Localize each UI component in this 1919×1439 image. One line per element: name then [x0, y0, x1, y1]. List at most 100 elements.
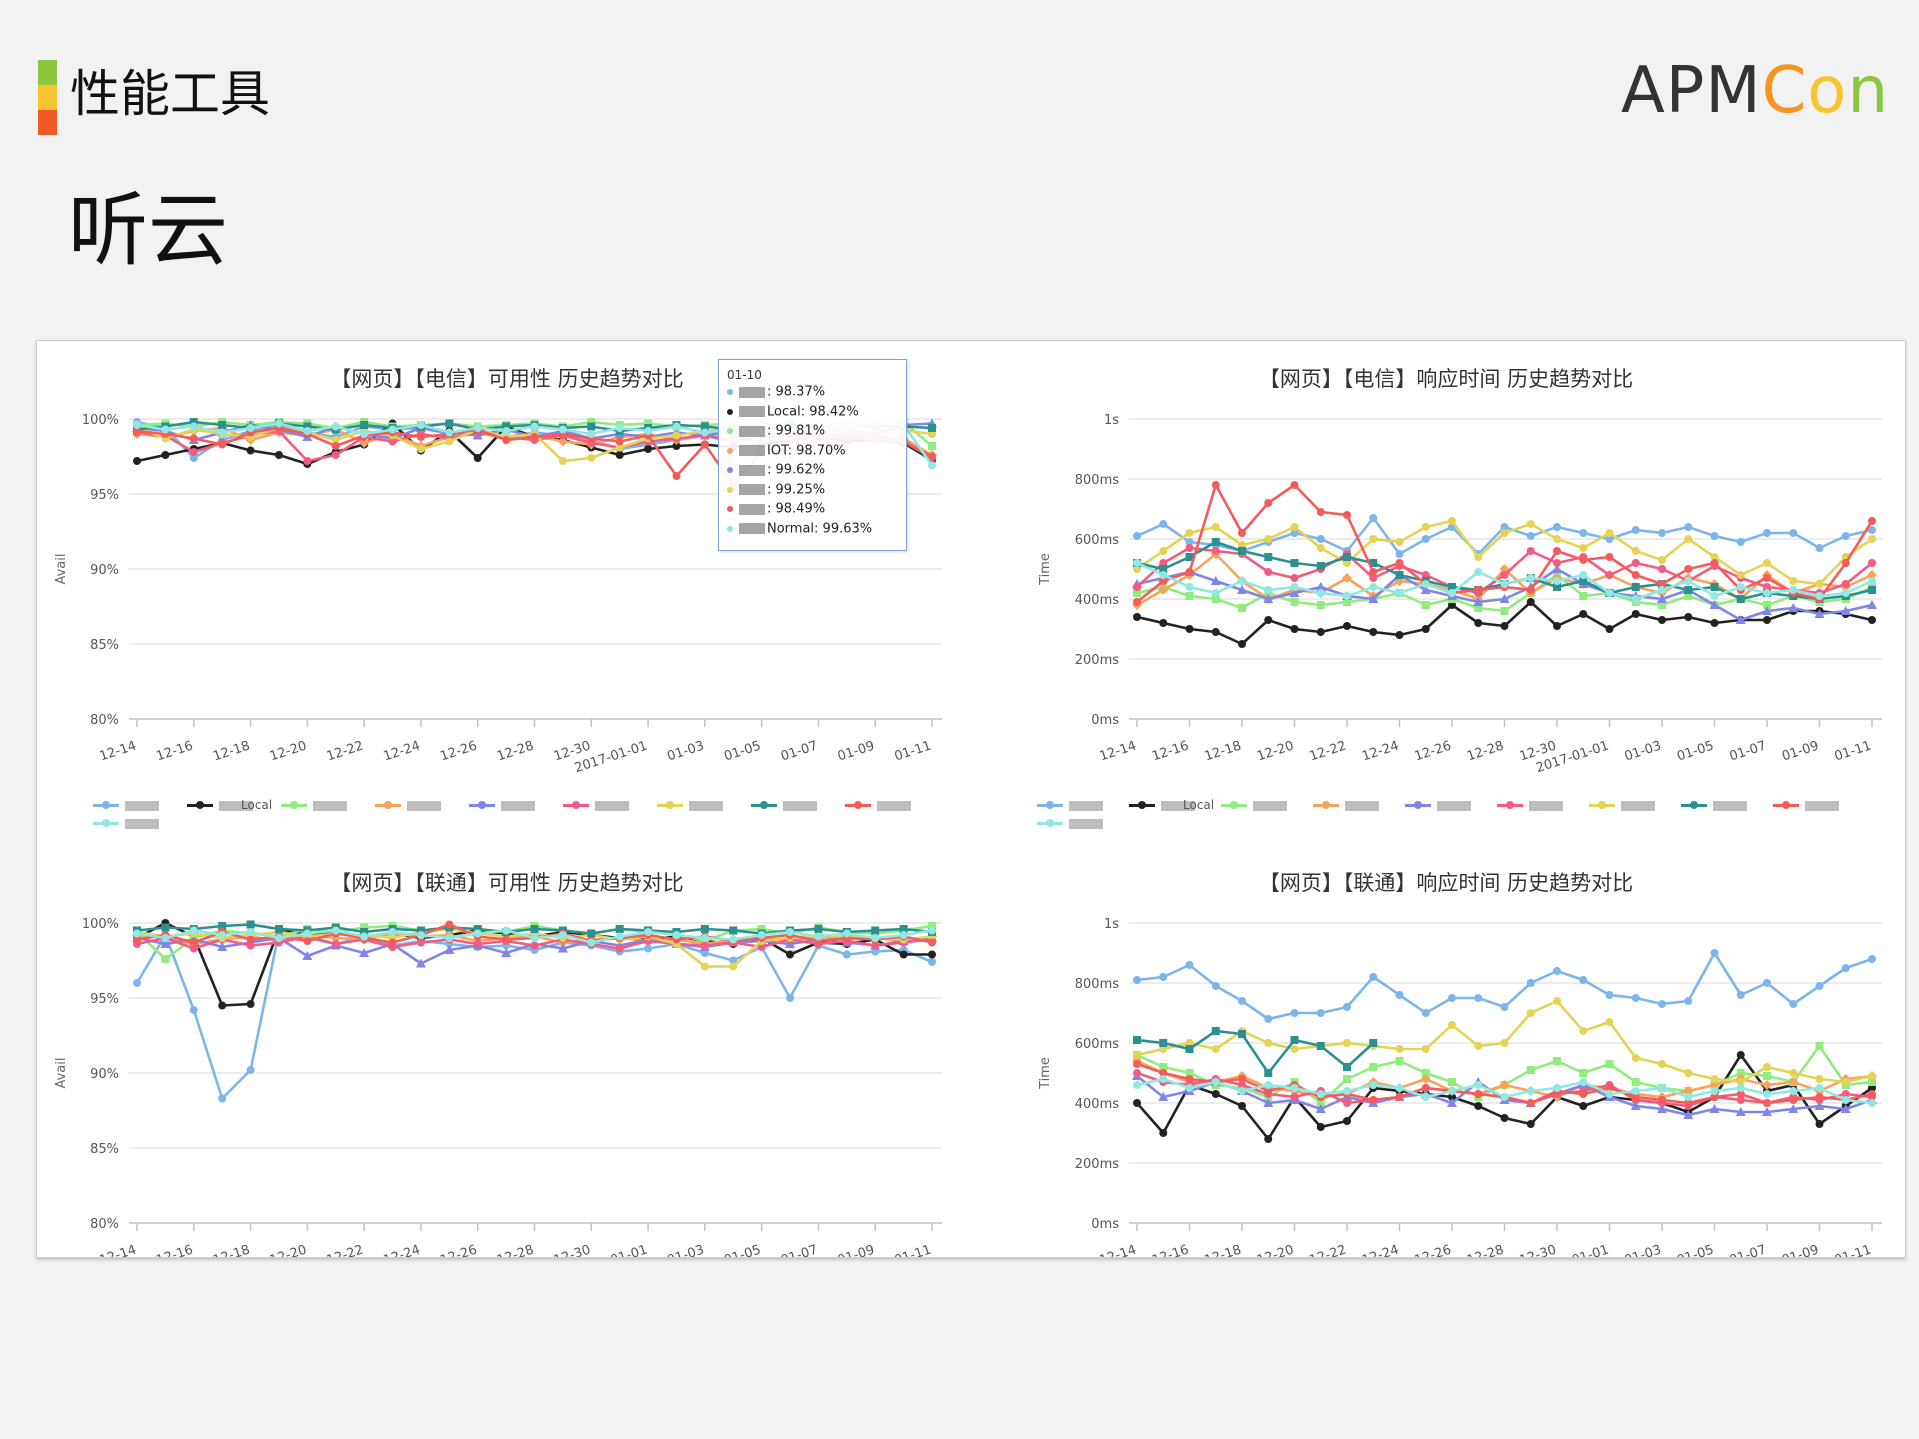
data-point-s7[interactable]: [1736, 571, 1745, 579]
data-point-s8[interactable]: [1868, 586, 1876, 594]
data-point-s2[interactable]: [1631, 610, 1640, 618]
data-point-s9[interactable]: [303, 937, 312, 945]
data-point-s1[interactable]: [1369, 973, 1378, 981]
data-point-s9[interactable]: [1684, 565, 1693, 573]
data-point-s8[interactable]: [1238, 547, 1246, 555]
data-point-s9[interactable]: [1868, 1090, 1876, 1098]
data-point-s9[interactable]: [1421, 1084, 1430, 1092]
data-point-s9[interactable]: [1369, 568, 1378, 576]
data-point-s5[interactable]: [1762, 1107, 1772, 1116]
data-point-s10[interactable]: [1658, 1084, 1666, 1092]
data-point-s6[interactable]: [388, 437, 397, 446]
legend-item[interactable]: [657, 799, 745, 813]
legend-item[interactable]: [469, 799, 557, 813]
data-point-s7[interactable]: [445, 437, 454, 446]
data-point-s5[interactable]: [1630, 1101, 1641, 1110]
legend-item[interactable]: [1773, 799, 1859, 813]
data-point-s3[interactable]: [1185, 592, 1194, 600]
data-point-s3[interactable]: [1658, 601, 1666, 609]
legend-item[interactable]: [1681, 799, 1767, 813]
data-point-s9[interactable]: [530, 433, 539, 441]
data-point-s7[interactable]: [1605, 529, 1614, 537]
data-point-s1[interactable]: [246, 1066, 255, 1074]
data-point-s8[interactable]: [360, 928, 369, 936]
data-point-s9[interactable]: [928, 938, 936, 947]
data-point-s2[interactable]: [1395, 631, 1404, 639]
data-point-s7[interactable]: [1631, 547, 1640, 555]
data-point-s2[interactable]: [1500, 1114, 1509, 1122]
data-point-s10[interactable]: [161, 934, 170, 942]
data-point-s10[interactable]: [161, 425, 170, 434]
data-point-s10[interactable]: [331, 422, 340, 431]
data-point-s4[interactable]: [1683, 1086, 1694, 1096]
data-point-s10[interactable]: [1264, 586, 1273, 594]
data-point-s10[interactable]: [388, 928, 397, 936]
data-point-s7[interactable]: [1290, 1045, 1299, 1053]
data-point-s1[interactable]: [1369, 514, 1378, 522]
data-point-s10[interactable]: [530, 422, 539, 431]
data-point-s1[interactable]: [1815, 982, 1824, 990]
data-point-s5[interactable]: [1867, 600, 1877, 609]
data-point-s10[interactable]: [1448, 1087, 1456, 1095]
data-point-s10[interactable]: [1185, 583, 1194, 591]
data-point-s9[interactable]: [672, 472, 681, 480]
data-point-s8[interactable]: [416, 926, 425, 935]
data-point-s10[interactable]: [274, 934, 283, 942]
data-point-s5[interactable]: [1158, 1092, 1169, 1101]
data-point-s5[interactable]: [444, 945, 455, 954]
data-point-s3[interactable]: [1343, 598, 1351, 606]
data-point-s8[interactable]: [700, 925, 709, 933]
data-point-s10[interactable]: [700, 934, 709, 942]
data-point-s5[interactable]: [1709, 600, 1720, 609]
data-point-s10[interactable]: [644, 928, 653, 936]
data-point-s9[interactable]: [1238, 1075, 1246, 1083]
data-point-s8[interactable]: [1579, 577, 1588, 585]
data-point-s9[interactable]: [1474, 1090, 1483, 1098]
data-point-s8[interactable]: [587, 929, 596, 938]
data-point-s1[interactable]: [1710, 532, 1719, 540]
data-point-s5[interactable]: [1657, 594, 1667, 603]
data-point-s2[interactable]: [1579, 1102, 1588, 1110]
data-point-s3[interactable]: [1526, 1066, 1535, 1074]
data-point-s8[interactable]: [814, 925, 823, 933]
data-point-s7[interactable]: [1500, 1039, 1509, 1047]
data-point-s2[interactable]: [1474, 1102, 1483, 1110]
data-point-s1[interactable]: [1159, 973, 1168, 981]
data-point-s1[interactable]: [1553, 523, 1561, 531]
data-point-s8[interactable]: [246, 920, 255, 929]
data-point-s10[interactable]: [1605, 589, 1614, 597]
data-point-s2[interactable]: [246, 446, 255, 455]
data-point-s10[interactable]: [1710, 592, 1719, 600]
data-point-s2[interactable]: [672, 442, 681, 450]
data-point-s9[interactable]: [1710, 559, 1719, 567]
data-point-s5[interactable]: [1709, 1104, 1720, 1113]
data-point-s7[interactable]: [1789, 1069, 1798, 1077]
data-point-s6[interactable]: [1211, 547, 1220, 555]
data-point-s5[interactable]: [1814, 1101, 1825, 1110]
data-point-s2[interactable]: [1290, 625, 1299, 633]
data-point-s5[interactable]: [302, 951, 313, 960]
data-point-s8[interactable]: [218, 922, 227, 930]
data-point-s10[interactable]: [331, 926, 340, 935]
data-point-s2[interactable]: [1684, 613, 1693, 621]
data-point-s6[interactable]: [1868, 559, 1876, 567]
data-point-s3[interactable]: [1553, 1057, 1561, 1065]
data-point-s10[interactable]: [1238, 577, 1246, 585]
data-point-s9[interactable]: [133, 935, 141, 944]
data-point-s2[interactable]: [1264, 616, 1273, 624]
data-point-s3[interactable]: [644, 419, 653, 428]
data-point-s2[interactable]: [1868, 616, 1876, 624]
data-point-s1[interactable]: [1658, 529, 1666, 537]
data-point-s10[interactable]: [1421, 1093, 1430, 1101]
data-point-s1[interactable]: [1579, 976, 1588, 984]
data-point-s8[interactable]: [1185, 553, 1194, 561]
data-point-s9[interactable]: [445, 920, 454, 929]
data-point-s1[interactable]: [1684, 523, 1693, 531]
data-point-s7[interactable]: [615, 443, 624, 452]
data-point-s6[interactable]: [1369, 574, 1378, 582]
data-point-s1[interactable]: [1605, 991, 1614, 999]
data-point-s10[interactable]: [1763, 1090, 1771, 1098]
data-point-s1[interactable]: [1789, 529, 1798, 537]
data-point-s2[interactable]: [1238, 1102, 1246, 1110]
data-point-s9[interactable]: [1264, 499, 1273, 507]
